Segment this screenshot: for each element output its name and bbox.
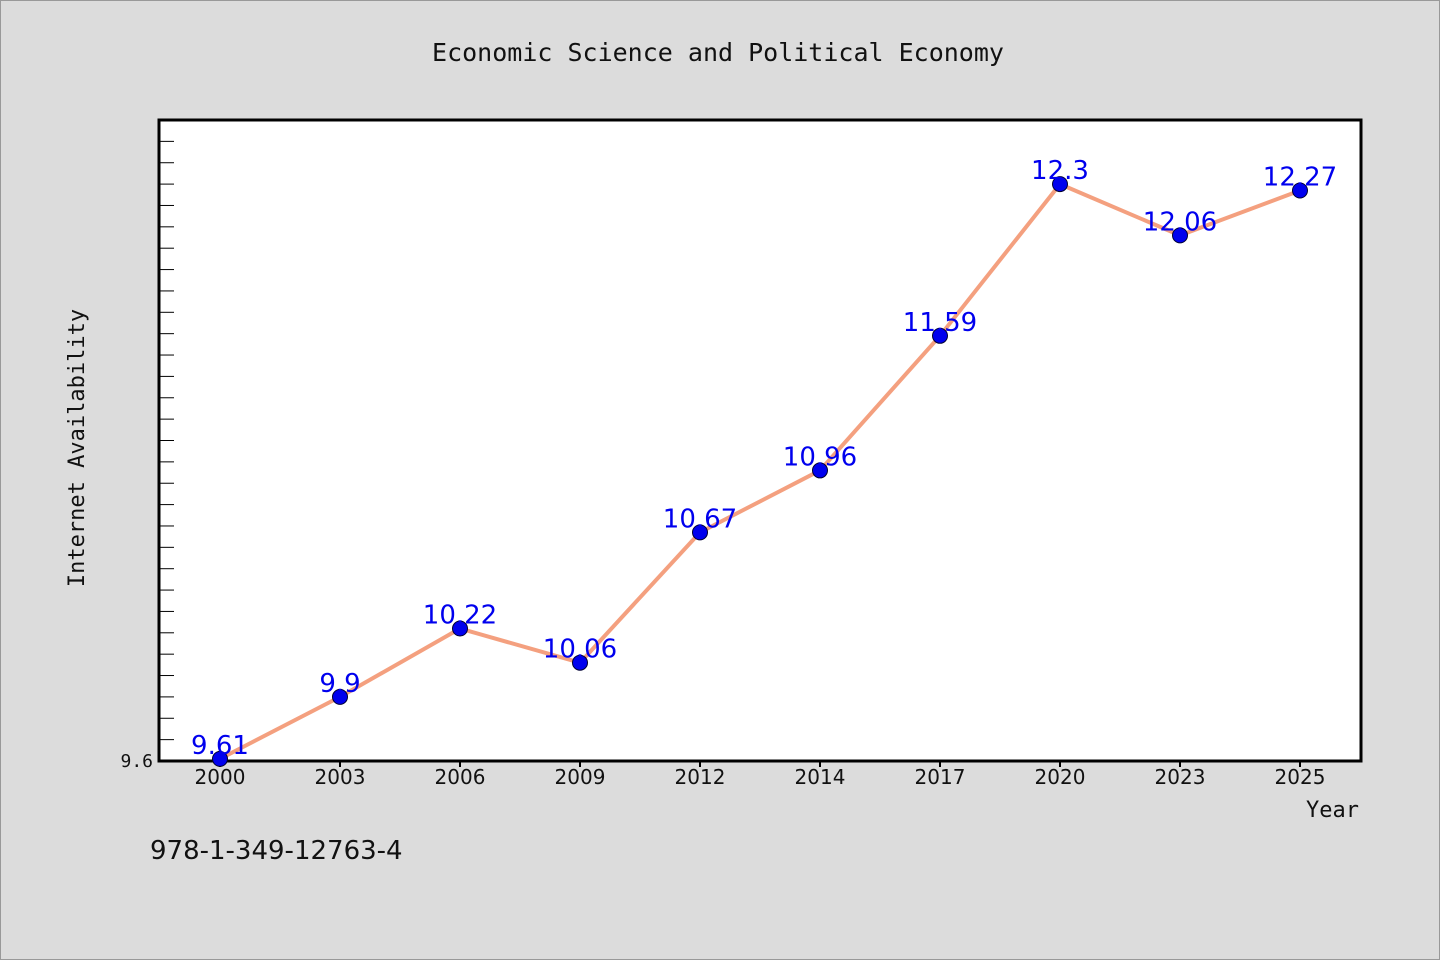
- data-label: 10.67: [663, 504, 737, 534]
- data-label: 12.27: [1263, 163, 1337, 193]
- data-label: 12.3: [1031, 156, 1089, 186]
- x-tick-label: 2012: [675, 765, 726, 789]
- x-tick-label: 2000: [195, 765, 246, 789]
- x-tick-label: 2020: [1035, 765, 1086, 789]
- data-label: 12.06: [1143, 207, 1217, 237]
- y-axis-tick-labels: 9.6: [120, 751, 153, 772]
- data-point: [812, 462, 828, 479]
- x-tick-label: 2003: [315, 765, 366, 789]
- x-tick-label: 2025: [1275, 765, 1326, 789]
- data-label: 10.22: [423, 601, 497, 631]
- x-tick-label: 2014: [795, 765, 846, 789]
- data-point: [212, 750, 228, 767]
- series-line: [219, 182, 1301, 761]
- data-label: 9.9: [319, 669, 360, 699]
- data-label: 10.06: [543, 635, 617, 665]
- x-axis-label: Year: [1306, 798, 1359, 823]
- x-tick-label: 2006: [435, 765, 486, 789]
- isbn-text: 978-1-349-12763-4: [150, 836, 403, 866]
- chart-title: Economic Science and Political Economy: [432, 38, 1004, 67]
- x-tick-label: 2009: [555, 765, 606, 789]
- y-tick-label: 9.6: [120, 751, 153, 772]
- data-point: [692, 524, 708, 541]
- data-label: 11.59: [903, 308, 977, 338]
- data-point: [1292, 182, 1308, 199]
- x-axis-tick-labels: 2000 2003 2006 2009 2012 2014 2017 2020 2023 2025: [195, 765, 1326, 789]
- series-markers: [212, 176, 1308, 767]
- data-label: 9.61: [191, 731, 249, 761]
- data-point: [1172, 227, 1188, 244]
- x-tick-label: 2017: [915, 765, 966, 789]
- data-labels: 9.61 9.9 10.22 10.06 10.67 10.96 11.59 12.3 12.0…: [191, 156, 1337, 761]
- x-tick-label: 2023: [1155, 765, 1206, 789]
- data-label: 10.96: [783, 442, 857, 472]
- y-axis-label: Internet Availability: [65, 309, 90, 587]
- data-point: [1052, 176, 1068, 193]
- y-axis-ticks: [159, 140, 174, 741]
- data-point: [452, 620, 468, 637]
- data-point: [332, 688, 348, 705]
- data-point: [572, 654, 588, 671]
- data-point: [932, 327, 948, 344]
